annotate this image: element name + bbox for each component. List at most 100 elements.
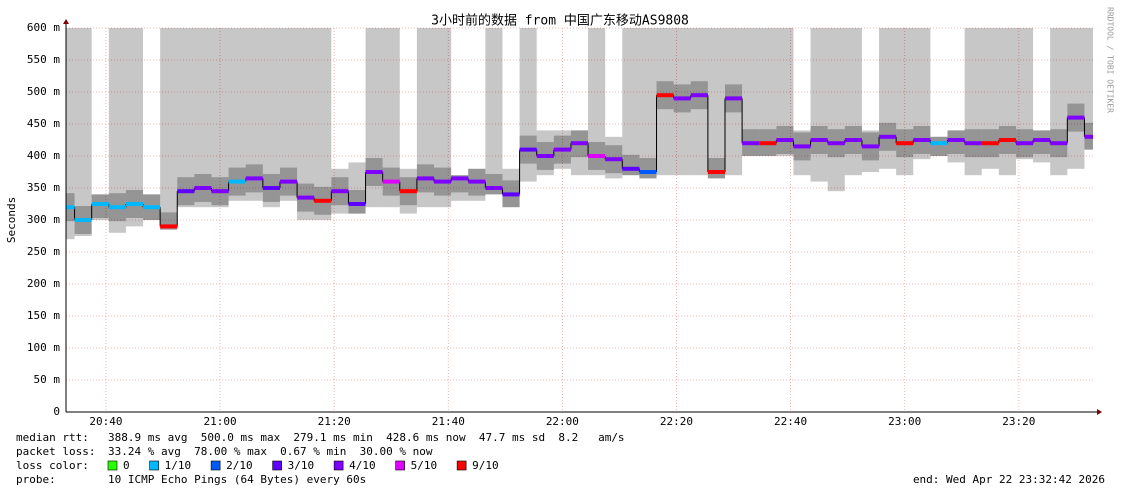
legend-label: 0 xyxy=(123,459,130,472)
smoke-band xyxy=(1067,28,1085,169)
smoke-band xyxy=(1084,28,1093,150)
y-tick-label: 350 m xyxy=(27,181,60,194)
smoke-band xyxy=(690,28,708,176)
smoke-band xyxy=(707,28,725,179)
median-step xyxy=(776,138,794,142)
y-tick-label: 450 m xyxy=(27,117,60,130)
smoke-band xyxy=(279,28,298,201)
median-step xyxy=(622,166,640,171)
side-label: RRDTOOL / TOBI OETIKER xyxy=(1106,7,1115,113)
smoke-band xyxy=(861,130,880,172)
axis-arrow xyxy=(63,19,69,24)
smoke-band xyxy=(673,28,691,176)
median-step xyxy=(810,138,828,142)
smoke-band xyxy=(622,28,640,176)
smoke-band xyxy=(434,28,452,208)
median-step xyxy=(297,195,315,200)
legend-swatch xyxy=(272,460,282,471)
median-step xyxy=(793,144,811,149)
x-tick-label: 21:20 xyxy=(318,415,351,428)
median-step xyxy=(879,134,897,139)
smoke-band xyxy=(91,194,109,220)
legend-label: 2/10 xyxy=(226,459,253,472)
x-tick-label: 22:20 xyxy=(660,415,693,428)
median-step xyxy=(399,189,417,194)
smoke-band xyxy=(451,175,469,201)
smoke-band xyxy=(125,28,144,227)
median-step xyxy=(656,93,674,98)
median-step xyxy=(759,141,777,146)
smoke-core xyxy=(947,130,965,154)
median-step xyxy=(468,179,486,184)
median-step xyxy=(639,170,657,174)
y-axis-label: Seconds xyxy=(5,197,18,243)
smoke-core xyxy=(1033,130,1051,154)
median-step xyxy=(143,205,161,210)
x-tick-label: 21:40 xyxy=(432,415,465,428)
probe-text: 10 ICMP Echo Pings (64 Bytes) every 60s xyxy=(108,473,366,486)
median-step xyxy=(279,179,298,184)
legend-swatch xyxy=(456,460,467,471)
smoke-band xyxy=(759,28,777,156)
median-step xyxy=(74,218,92,222)
smoke-core xyxy=(707,158,725,179)
median-step xyxy=(896,141,914,146)
median-step xyxy=(964,141,982,146)
median-step xyxy=(485,186,503,190)
legend-label: 1/10 xyxy=(165,459,192,472)
y-tick-label: 400 m xyxy=(27,149,60,162)
smoke-band xyxy=(416,28,435,208)
smoke-band xyxy=(1015,28,1034,160)
y-tick-label: 50 m xyxy=(34,373,61,386)
median-step xyxy=(314,198,332,203)
y-tick-label: 550 m xyxy=(27,53,60,66)
smoke-core xyxy=(485,174,503,195)
x-tick-label: 23:00 xyxy=(888,415,921,428)
stat-text: 33.24 % avg 78.00 % max 0.67 % min 30.00… xyxy=(108,445,433,458)
smoke-band xyxy=(656,28,674,176)
smoke-band xyxy=(964,28,982,176)
x-tick-label: 22:40 xyxy=(774,415,807,428)
median-step xyxy=(724,96,743,101)
end-text: end: Wed Apr 22 23:32:42 2026 xyxy=(913,473,1105,486)
smoke-band xyxy=(896,28,914,176)
median-step xyxy=(66,205,75,210)
y-tick-label: 300 m xyxy=(27,213,60,226)
stat-label: packet loss: xyxy=(16,445,95,458)
legend-title: loss color: xyxy=(16,459,89,472)
median-step xyxy=(160,224,178,229)
y-tick-label: 500 m xyxy=(27,85,60,98)
smoke-band xyxy=(1050,28,1068,176)
smoke-band xyxy=(194,28,212,208)
median-step xyxy=(605,157,623,162)
x-tick-label: 21:00 xyxy=(203,415,236,428)
median-step xyxy=(588,154,606,158)
plot-area xyxy=(66,27,1093,413)
x-tick-label: 23:20 xyxy=(1002,415,1035,428)
median-step xyxy=(451,176,469,181)
smoke-band xyxy=(536,130,554,176)
stat-label: median rtt: xyxy=(16,431,89,444)
median-step xyxy=(553,147,571,152)
median-step xyxy=(536,154,554,158)
median-step xyxy=(228,179,246,184)
median-step xyxy=(998,138,1016,142)
smoke-band xyxy=(913,28,931,160)
median-step xyxy=(1015,141,1034,146)
median-step xyxy=(331,189,349,194)
smoke-band xyxy=(810,28,828,182)
median-step xyxy=(211,189,229,194)
smoke-core xyxy=(348,190,366,214)
legend-swatch xyxy=(333,460,344,471)
x-tick-label: 20:40 xyxy=(89,415,122,428)
median-step xyxy=(844,138,862,142)
median-step xyxy=(690,93,708,98)
smoke-band xyxy=(519,28,537,182)
median-step xyxy=(262,186,280,190)
smoke-band xyxy=(724,28,743,176)
median-step xyxy=(177,189,195,194)
smoke-band xyxy=(314,28,332,220)
smoke-core xyxy=(91,194,109,218)
smoke-band xyxy=(468,168,486,201)
